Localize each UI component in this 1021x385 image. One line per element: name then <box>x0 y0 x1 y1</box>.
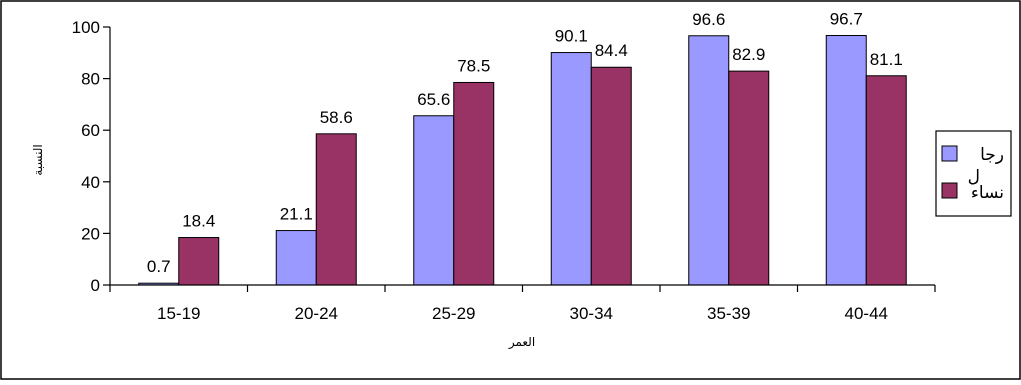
legend-label-women: نساء <box>971 183 1004 202</box>
data-label: 18.4 <box>182 212 215 231</box>
data-label: 0.7 <box>147 257 171 276</box>
y-axis-title: النسبة <box>31 144 45 175</box>
data-label: 78.5 <box>457 56 490 75</box>
data-label: 81.1 <box>870 50 903 69</box>
legend-swatch-men <box>941 145 958 162</box>
x-tick-label: 35-39 <box>707 304 750 323</box>
x-tick-label: 25-29 <box>432 304 475 323</box>
bar-men <box>688 35 730 286</box>
bar-women <box>728 70 770 286</box>
bar-women <box>865 75 907 286</box>
y-ticks-layer: 0 20 40 60 80 100 <box>72 18 110 295</box>
bars-layer <box>138 35 907 286</box>
y-tick-label: 60 <box>81 121 100 140</box>
data-label: 96.7 <box>830 10 863 29</box>
bar-men <box>413 115 455 286</box>
x-ticks-layer: 15-19 20-24 25-29 30-34 35-39 40-44 <box>109 285 936 323</box>
y-tick-label: 100 <box>72 18 100 37</box>
bar-women <box>178 237 220 286</box>
legend-label-men: رجا <box>980 145 1004 164</box>
x-tick-label: 15-19 <box>157 304 200 323</box>
data-label: 65.6 <box>417 90 450 109</box>
x-tick-label: 40-44 <box>845 304 888 323</box>
bar-men <box>550 52 592 286</box>
x-tick-label: 20-24 <box>295 304 338 323</box>
legend: رجا ل نساء <box>935 130 1012 217</box>
y-tick-label: 20 <box>81 224 100 243</box>
bar-men <box>825 35 867 286</box>
legend-box <box>935 130 1012 217</box>
bar-men <box>275 230 317 286</box>
legend-label-men-continued: ل <box>968 167 980 186</box>
data-label: 84.4 <box>595 41 628 60</box>
bar-women <box>453 81 495 286</box>
y-tick-label: 80 <box>81 70 100 89</box>
data-labels-layer: 0.7 18.4 21.1 58.6 65.6 78.5 90.1 84.4 96.6 82.9 9… <box>147 10 903 277</box>
bar-women <box>590 66 632 286</box>
x-axis-title: العمر <box>508 335 535 350</box>
data-label: 21.1 <box>280 205 313 224</box>
bar-women <box>315 133 357 286</box>
data-label: 90.1 <box>555 27 588 46</box>
legend-swatch-women <box>941 182 958 199</box>
data-label: 58.6 <box>320 108 353 127</box>
data-label: 82.9 <box>732 45 765 64</box>
y-tick-label: 0 <box>91 276 100 295</box>
data-label: 96.6 <box>692 10 725 29</box>
y-tick-label: 40 <box>81 173 100 192</box>
x-tick-label: 30-34 <box>570 304 613 323</box>
